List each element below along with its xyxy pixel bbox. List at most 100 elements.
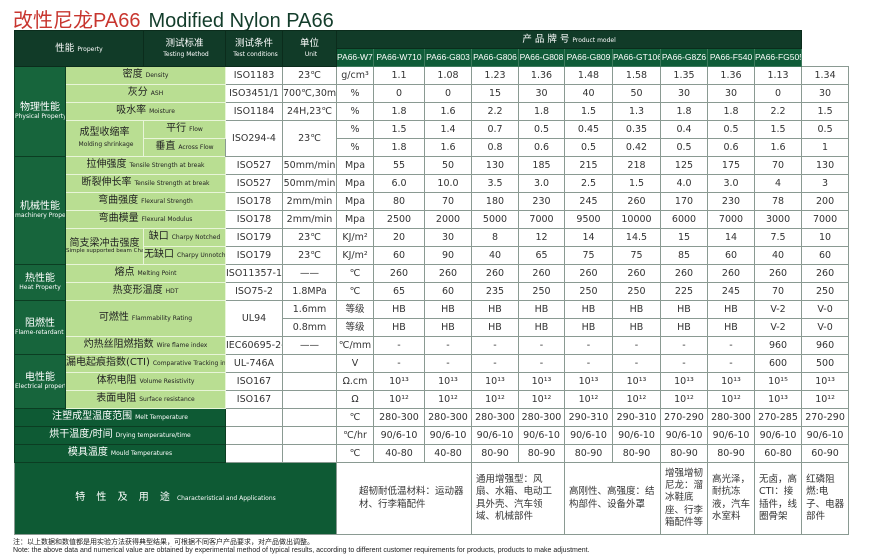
cell-text: ISO1183: [233, 69, 275, 81]
cell-text: -: [446, 339, 450, 351]
cell-text: 1.58: [625, 69, 648, 81]
value-cell: 270-290: [801, 408, 850, 427]
cell-text: 280-300: [521, 411, 562, 423]
value-cell: 960: [753, 336, 803, 355]
value-cell: 78: [753, 192, 803, 211]
cell-text: KJ/m²: [342, 231, 368, 243]
cell-text: 60: [819, 249, 832, 261]
value-cell: 250: [801, 282, 850, 301]
value-cell: 260: [424, 264, 472, 283]
cell-text: 2.5: [580, 177, 597, 189]
value-cell: 30: [424, 228, 472, 247]
cell-text: HB: [392, 303, 406, 315]
value-cell: 1.8: [373, 138, 425, 157]
cell-text: KJ/m²: [342, 249, 368, 261]
value-cell: V-0: [801, 300, 850, 319]
cell-text: Moisture: [149, 108, 175, 116]
value-cell: 10¹³: [373, 372, 425, 391]
test-condition: [282, 444, 337, 463]
cell-text: 30: [677, 87, 691, 99]
value-cell: 60-80: [753, 444, 803, 463]
value-cell: 1.6: [753, 138, 803, 157]
test-condition: ——: [282, 264, 337, 283]
cell-text: 175: [721, 159, 741, 171]
value-cell: 1.1: [373, 66, 425, 85]
value-cell: 15: [471, 84, 519, 103]
model-pa66-fg505: PA66-FG505: [753, 48, 803, 67]
cell-text: 10¹³: [815, 375, 835, 387]
cell-text: 3.0: [723, 177, 739, 189]
testing-method: ISO178: [225, 192, 283, 211]
cell-text: 225: [674, 285, 694, 297]
value-cell: 80-90: [471, 444, 519, 463]
cell-text: 10¹³: [485, 375, 505, 387]
value-cell: 3.0: [707, 174, 755, 193]
cell-text: PA66-G808: [519, 52, 564, 63]
title-cn: 改性尼龙PA66: [13, 10, 141, 32]
cell-text: ℃/mm: [338, 339, 372, 351]
value-cell: 1.5: [564, 102, 613, 121]
test-condition: 1.6mm: [282, 300, 337, 319]
cell-text: 1.1: [391, 69, 407, 81]
value-cell: HB: [564, 318, 613, 337]
title-en: Modified Nylon PA66: [148, 10, 334, 32]
property-name: 灰分 ASH: [65, 84, 226, 103]
value-cell: 0.7: [471, 120, 519, 139]
cell-text: 2000: [435, 213, 461, 225]
unit: Mpa: [336, 174, 374, 193]
value-cell: 30: [518, 84, 565, 103]
value-cell: 3.5: [471, 174, 519, 193]
cell-text: -: [586, 339, 591, 351]
cell-text: 60-80: [764, 447, 792, 459]
cell-text: 90/6-10: [523, 429, 560, 441]
cell-text: HB: [534, 303, 549, 315]
value-cell: 290-310: [564, 408, 613, 427]
unit: ℃/hr: [336, 426, 374, 445]
value-cell: 4.0: [660, 174, 708, 193]
value-cell: 60: [707, 246, 755, 265]
cell-text: 250: [579, 285, 598, 297]
property-name: 表面电阻 Surface resistance: [65, 390, 226, 409]
value-cell: 80-90: [518, 444, 565, 463]
value-cell: 15: [660, 228, 708, 247]
property-header: 性能 Property: [14, 30, 144, 67]
table-row: 弯曲模量 Flexural Modulus ISO178 2mm/min Mpa 2500…: [15, 210, 850, 229]
cell-text: 280-300: [711, 411, 751, 423]
value-cell: 90/6-10: [424, 426, 472, 445]
cell-text: -: [634, 357, 639, 369]
cell-text: 290-310: [568, 411, 609, 423]
cell-text: 10¹⁵: [768, 375, 788, 387]
cell-text: 超韧耐低温材料：运动器材、行李箱配件: [359, 486, 464, 510]
unit: Mpa: [336, 192, 374, 211]
value-cell: 10¹³: [518, 372, 565, 391]
cell-text: 40-80: [385, 447, 413, 459]
value-cell: 0.5: [518, 120, 565, 139]
value-cell: 10¹²: [707, 390, 755, 409]
cell-text: 电性能: [25, 371, 55, 383]
cell-text: V: [351, 357, 359, 369]
cell-text: 90/6-10: [665, 429, 703, 441]
property-name: 漏电起痕指数(CTI)Comparative Tracking index: [65, 354, 226, 373]
test-condition: 23℃: [282, 66, 337, 85]
cell-text: -: [682, 339, 686, 351]
cell-text: ℃: [349, 267, 361, 279]
cell-text: 10¹³: [626, 375, 647, 387]
cell-text: 7.5: [770, 231, 786, 243]
cell-text: 断裂伸长率: [81, 177, 132, 189]
value-cell: -: [471, 354, 519, 373]
value-cell: V-2: [753, 300, 803, 319]
value-cell: 60: [373, 246, 425, 265]
cell-text: 1.6mm: [292, 303, 327, 315]
cell-text: 10¹²: [626, 393, 647, 405]
unit: %: [336, 102, 374, 121]
testing-method: ISO1183: [225, 66, 283, 85]
cell-text: 14.5: [625, 231, 648, 243]
cell-text: 10¹²: [815, 393, 835, 405]
test-condition: [282, 426, 337, 445]
testing-method: ISO11357-1/3: [225, 264, 283, 283]
value-cell: 7000: [801, 210, 850, 229]
cell-text: 245: [721, 285, 741, 297]
value-cell: 10¹²: [518, 390, 565, 409]
value-cell: 1.08: [424, 66, 472, 85]
